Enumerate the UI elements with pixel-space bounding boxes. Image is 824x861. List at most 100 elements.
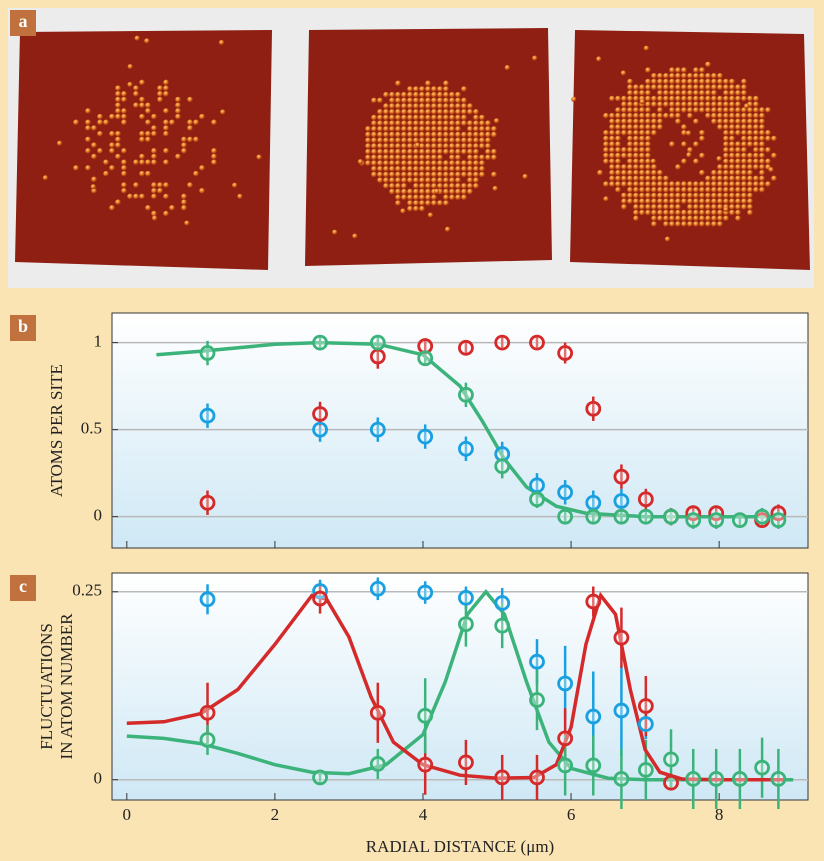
atom [443,194,449,201]
atom [413,200,419,206]
atom [693,73,699,79]
atom [419,103,425,109]
atom [639,112,645,119]
y-tick-label: 0.5 [81,419,102,438]
atom [413,154,419,161]
atom [651,175,657,182]
atom [127,63,133,70]
atom [711,175,717,182]
atom [759,130,765,136]
atom [365,131,371,138]
atom [431,137,437,144]
atom [401,148,407,155]
atom [675,181,681,187]
atom [455,91,461,98]
data-point [637,508,654,525]
atom [151,113,157,120]
atom [723,206,729,212]
atom [407,166,413,172]
atom [735,101,741,108]
atom [425,200,431,206]
atom [620,70,626,76]
atom [741,169,747,176]
atom [407,154,413,161]
atom [383,148,389,155]
atom [431,194,437,201]
atom [669,73,675,79]
atom [139,113,145,120]
atom [693,141,699,147]
atom [699,101,705,108]
atom [651,164,657,170]
atom [735,84,741,90]
atom [455,188,461,195]
atom [449,114,455,121]
data-point [494,617,511,634]
atom [407,97,413,104]
atom [729,107,735,113]
atom [145,159,151,166]
atom [437,97,443,104]
data-point [199,345,216,361]
atom [467,120,473,126]
atom [639,135,645,142]
atom [651,118,657,125]
atom [413,91,419,98]
atom [729,124,735,130]
atom [103,159,109,166]
atom [699,209,705,216]
atom [753,130,759,136]
atom [479,154,485,161]
data-point [529,653,545,670]
atom [419,97,425,104]
atom [651,84,657,90]
atom [711,118,717,125]
atom [747,107,753,113]
data-point [770,512,787,529]
atom [97,148,103,154]
atom [449,188,455,195]
atom [735,198,741,204]
atom [443,103,449,109]
atom [741,95,747,102]
atom [681,141,687,147]
atom [425,126,431,132]
atom [461,120,467,126]
atom [181,136,187,143]
atom [145,130,151,137]
atom [759,169,765,176]
atom [663,112,669,119]
atom [717,187,723,193]
panel-label: c [19,576,27,596]
atom [479,126,485,132]
atom [407,126,413,132]
atom [675,192,681,199]
data-point [557,757,574,774]
atom [693,90,699,96]
atom [479,114,485,121]
atom [157,85,163,91]
atom [735,158,741,165]
atom [133,91,139,97]
atom [615,141,621,147]
atom [717,124,723,130]
atom [645,192,651,199]
atom [419,183,425,189]
atom [717,215,723,222]
atom [711,101,717,108]
atom [687,112,693,119]
atom [443,200,449,206]
atom [175,113,181,120]
atom [413,137,419,144]
atom [437,86,443,92]
atom [681,95,687,102]
panel-label: a [19,11,28,31]
atom [151,210,157,217]
atom [669,112,675,119]
atom [705,73,711,79]
atom [491,154,497,161]
atom [431,114,437,121]
atom [741,198,747,204]
atom [717,112,723,119]
